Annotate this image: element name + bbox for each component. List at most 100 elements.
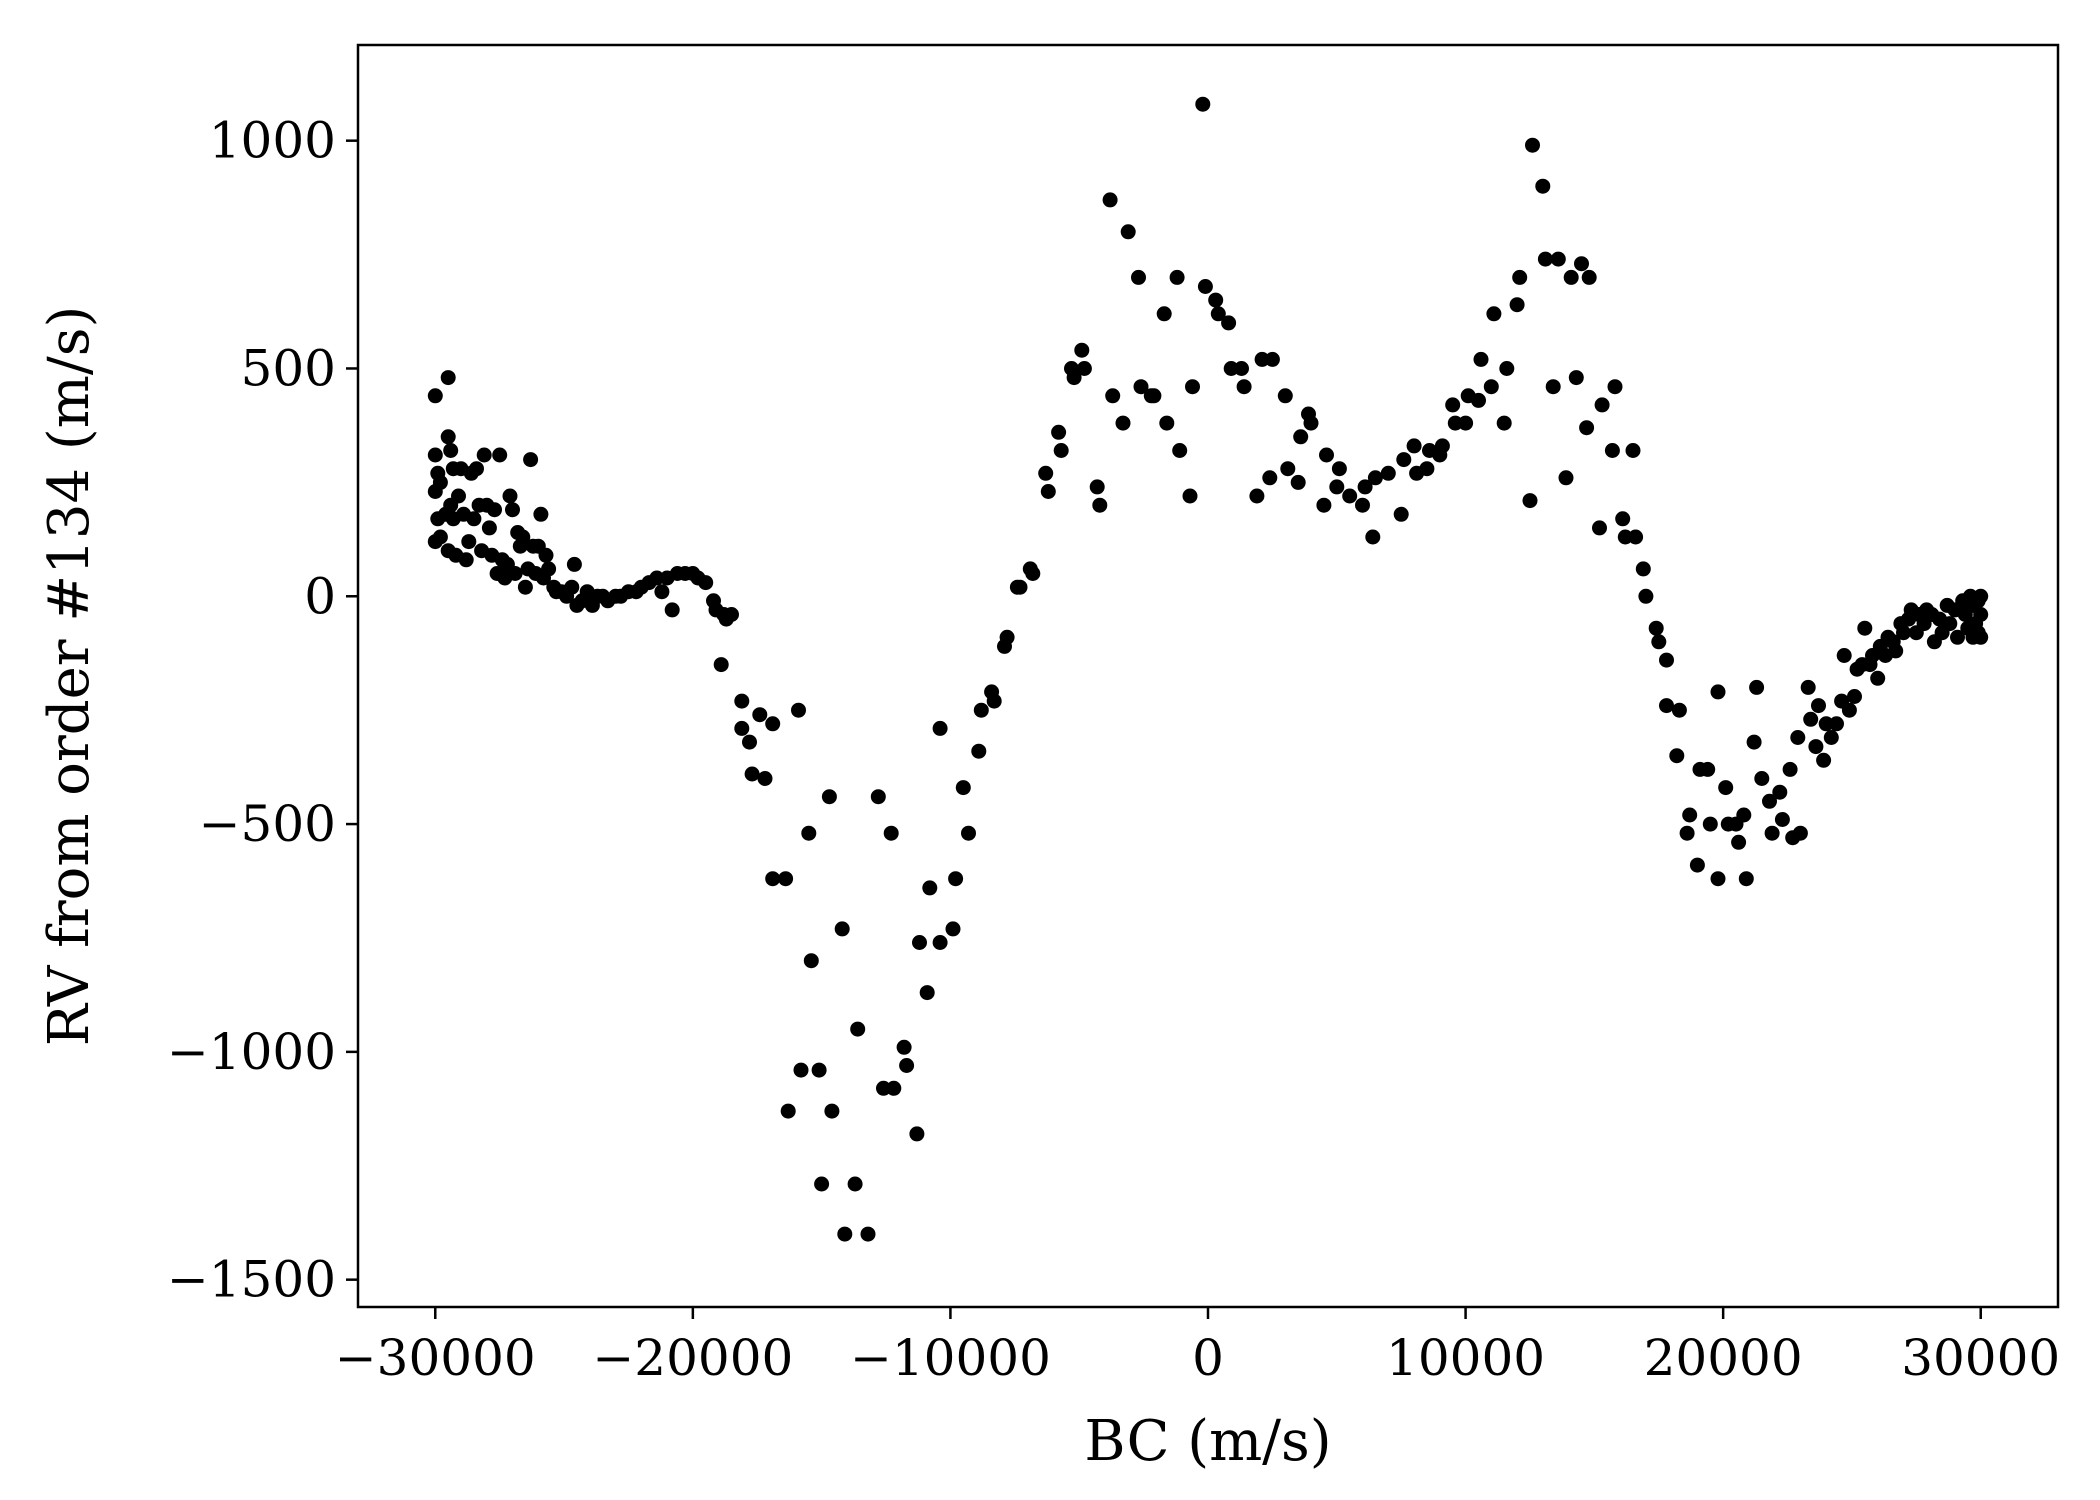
data-point: [523, 452, 539, 468]
data-point: [1120, 224, 1136, 240]
data-point: [1803, 711, 1819, 727]
y-axis-label: RV from order #134 (m/s): [37, 306, 102, 1047]
data-point: [1406, 438, 1422, 454]
data-point: [793, 1062, 809, 1078]
data-point: [487, 502, 502, 518]
data-point: [1316, 497, 1332, 513]
data-point: [1710, 871, 1726, 887]
data-point: [1671, 702, 1687, 718]
data-point: [1367, 470, 1383, 486]
data-point: [492, 447, 508, 463]
data-point: [1038, 465, 1054, 481]
data-point: [1617, 529, 1633, 545]
data-point: [1749, 679, 1765, 695]
data-point: [1458, 415, 1474, 431]
data-point: [1592, 520, 1607, 536]
x-tick-label: 20000: [1644, 1329, 1803, 1387]
data-point: [1762, 793, 1777, 809]
data-point: [1870, 670, 1886, 686]
data-point: [515, 529, 531, 545]
data-point: [1896, 625, 1911, 641]
data-point: [1718, 780, 1734, 796]
data-point: [850, 1021, 866, 1037]
data-point: [1221, 315, 1237, 331]
data-point: [1581, 269, 1597, 285]
data-point: [1357, 479, 1373, 495]
data-point: [778, 871, 794, 887]
data-point: [1628, 529, 1644, 545]
x-tick-label: −20000: [592, 1329, 793, 1387]
data-point: [698, 575, 714, 591]
data-point: [1638, 588, 1654, 604]
data-point: [1738, 871, 1754, 887]
data-point: [427, 447, 443, 463]
data-point: [1574, 256, 1589, 272]
data-point: [1396, 452, 1412, 468]
data-point: [896, 1039, 912, 1055]
data-point: [566, 556, 582, 572]
data-point: [1790, 730, 1806, 745]
data-point: [1197, 279, 1213, 294]
data-point: [1182, 488, 1198, 504]
data-point: [1195, 96, 1211, 112]
data-point: [1659, 652, 1674, 668]
data-point: [1365, 529, 1381, 545]
data-point: [427, 388, 443, 404]
data-point: [440, 429, 456, 445]
data-point: [742, 734, 757, 750]
data-point: [1290, 474, 1306, 490]
x-axis-label: BC (m/s): [1084, 1409, 1331, 1474]
data-point: [765, 871, 781, 887]
data-point: [533, 506, 549, 522]
data-point: [1702, 816, 1718, 832]
data-point: [1089, 479, 1105, 495]
data-point: [443, 443, 459, 458]
data-point: [1659, 698, 1674, 714]
data-point: [654, 584, 670, 600]
data-point: [734, 693, 750, 709]
data-point: [1537, 251, 1553, 267]
data-point: [1293, 429, 1309, 445]
data-point: [1499, 361, 1515, 376]
data-point: [1342, 488, 1358, 504]
data-point: [1115, 415, 1131, 431]
data-point: [505, 502, 520, 518]
data-point: [1792, 825, 1808, 841]
data-point: [899, 1058, 915, 1073]
data-point: [1156, 306, 1172, 322]
data-point: [1841, 702, 1857, 718]
data-point: [1280, 461, 1296, 477]
data-point: [1262, 470, 1278, 486]
data-point: [955, 780, 971, 796]
data-point: [1159, 415, 1175, 431]
y-tick-label: 1000: [209, 112, 336, 170]
data-point: [1973, 607, 1989, 622]
data-point: [1051, 424, 1067, 440]
data-point: [870, 789, 886, 805]
data-point: [1512, 269, 1528, 285]
data-point: [1522, 493, 1538, 509]
data-point: [1445, 397, 1461, 413]
data-point: [1025, 566, 1041, 581]
data-point: [1133, 379, 1149, 395]
data-point: [1679, 825, 1695, 841]
data-point: [1355, 497, 1370, 513]
data-point: [945, 921, 961, 937]
data-point: [1818, 716, 1834, 732]
data-point: [502, 488, 518, 504]
data-point: [837, 1226, 853, 1242]
data-point: [458, 552, 474, 568]
data-point: [971, 743, 987, 759]
data-point: [1535, 178, 1551, 194]
data-point: [1594, 397, 1610, 413]
data-point: [932, 935, 948, 950]
data-point: [1447, 415, 1463, 431]
data-point: [1836, 648, 1852, 663]
data-point: [1236, 379, 1252, 395]
data-point: [1329, 479, 1345, 495]
data-point: [432, 474, 448, 490]
data-point: [1249, 488, 1265, 504]
data-point: [1772, 784, 1788, 800]
data-point: [803, 953, 819, 969]
